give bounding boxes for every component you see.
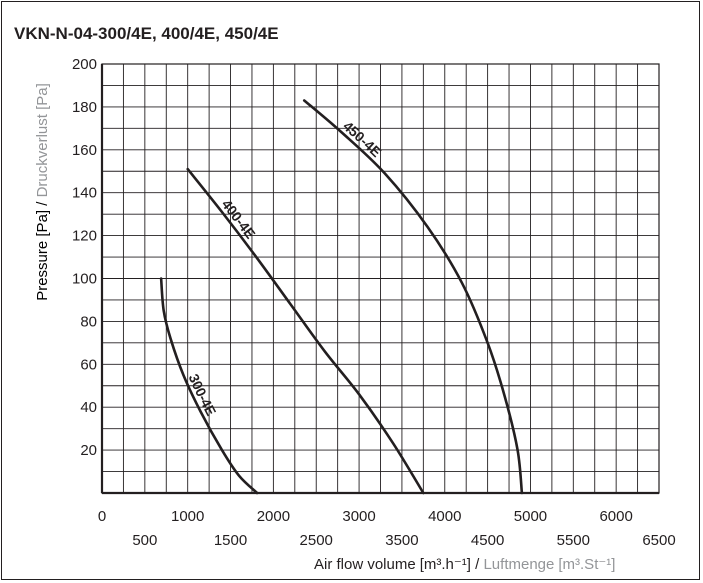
series-label-450-4E: 450-4E (340, 118, 384, 160)
y-tick-label: 160 (72, 142, 97, 159)
x-tick-label: 5000 (514, 508, 547, 525)
x-axis-label-secondary: Luftmenge (483, 556, 554, 573)
y-axis-label-main: Pressure [Pa] (34, 210, 51, 301)
x-tick-label: 2000 (257, 508, 290, 525)
y-tick-label: 200 (72, 56, 97, 73)
x-tick-label: 500 (132, 532, 157, 549)
x-tick-label: 5500 (557, 532, 590, 549)
series-label-300-4E: 300-4E (186, 371, 220, 418)
y-tick-label: 100 (72, 271, 97, 288)
y-tick-label: 60 (80, 356, 97, 373)
chart-title: VKN-N-04-300/4E, 400/4E, 450/4E (14, 24, 279, 43)
y-axis-label-separator: / (34, 197, 51, 210)
x-tick-label: 3500 (385, 532, 418, 549)
x-axis-label-separator: / (471, 556, 484, 573)
y-axis-label: Pressure [Pa] / Druckverlust [Pa] (34, 83, 51, 301)
x-tick-label: 2500 (300, 532, 333, 549)
y-axis-label-secondary: Druckverlust [Pa] (34, 83, 51, 197)
x-tick-label: 3000 (342, 508, 375, 525)
grid (100, 63, 660, 495)
y-tick-label: 80 (80, 313, 97, 330)
x-tick-label: 0 (98, 508, 106, 525)
y-tick-label: 180 (72, 99, 97, 116)
y-tick-label: 140 (72, 185, 97, 202)
x-axis-label-secondary-unit: [m³.St⁻¹] (558, 556, 615, 573)
x-tick-label: 6000 (599, 508, 632, 525)
x-tick-label: 1500 (214, 532, 247, 549)
x-tick-label: 4000 (428, 508, 461, 525)
y-tick-label: 120 (72, 228, 97, 245)
y-tick-label: 20 (80, 442, 97, 459)
x-tick-label: 1000 (171, 508, 204, 525)
series-line-300-4E (159, 277, 259, 495)
y-tick-label: 40 (80, 399, 97, 416)
x-axis-label-main-unit: [m³.h⁻¹] (420, 556, 471, 573)
x-tick-label: 4500 (471, 532, 504, 549)
x-tick-label: 6500 (642, 532, 675, 549)
x-axis-label-main: Air flow volume (314, 556, 416, 573)
x-axis-label: Air flow volume [m³.h⁻¹] / Luftmenge [m³.S… (314, 556, 615, 573)
series-line-400-4E (186, 167, 425, 495)
series-line-450-4E (302, 99, 524, 495)
